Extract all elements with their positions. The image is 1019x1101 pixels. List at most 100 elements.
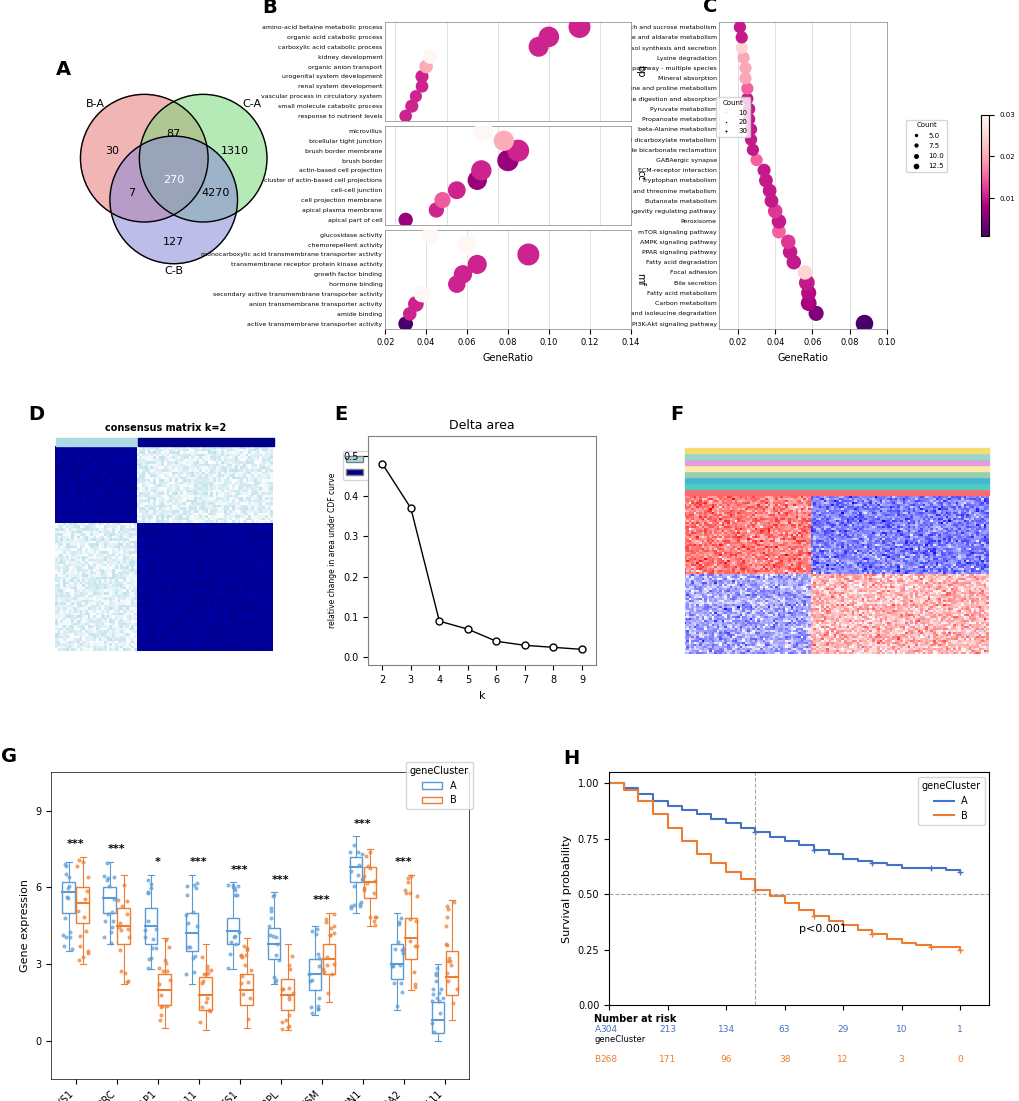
Point <box>342 900 359 917</box>
Point <box>408 913 424 930</box>
Point <box>383 957 399 974</box>
Point <box>64 940 81 958</box>
Point <box>177 966 194 983</box>
Point <box>225 928 242 946</box>
B <box>807 909 819 923</box>
A <box>837 852 849 865</box>
Point <box>185 876 202 894</box>
Point <box>404 97 420 115</box>
Point <box>438 963 454 981</box>
FancyBboxPatch shape <box>322 944 334 974</box>
Point <box>325 924 341 941</box>
Point <box>408 87 424 105</box>
Point <box>145 930 161 948</box>
Point <box>227 935 244 952</box>
A <box>821 848 834 861</box>
Point <box>198 993 214 1011</box>
Point <box>60 879 76 896</box>
Bar <box>138 438 273 446</box>
Text: ***: *** <box>313 895 330 905</box>
A <box>676 804 688 817</box>
Point <box>342 843 359 861</box>
B <box>880 931 893 945</box>
Point <box>56 909 72 927</box>
Point <box>195 972 211 990</box>
Point <box>742 120 758 138</box>
Point <box>266 886 282 904</box>
Point <box>757 172 773 189</box>
Point <box>225 879 242 896</box>
Point <box>137 928 153 946</box>
Point <box>100 905 116 923</box>
Point <box>798 274 814 292</box>
A <box>924 861 936 874</box>
Point <box>318 913 334 930</box>
Point <box>196 964 212 982</box>
Point <box>111 918 127 936</box>
B <box>646 808 658 821</box>
Point <box>112 914 128 931</box>
FancyBboxPatch shape <box>185 913 198 951</box>
Legend: 5.0, 7.5, 10.0, 12.5: 5.0, 7.5, 10.0, 12.5 <box>905 120 946 172</box>
Point <box>495 132 512 150</box>
Point <box>345 836 362 853</box>
Point <box>185 903 202 920</box>
Point <box>748 151 764 168</box>
Point <box>403 868 419 885</box>
Point <box>222 946 238 963</box>
Point <box>342 862 359 880</box>
A <box>851 854 863 868</box>
Point <box>422 47 438 65</box>
Point <box>401 305 418 323</box>
Point <box>197 966 213 983</box>
Point <box>189 874 205 892</box>
FancyBboxPatch shape <box>158 974 170 1005</box>
Point <box>97 912 113 929</box>
Point <box>148 920 164 938</box>
Text: *: * <box>155 857 160 866</box>
Point <box>345 896 362 914</box>
Text: p<0.001: p<0.001 <box>799 924 847 934</box>
FancyBboxPatch shape <box>309 959 321 990</box>
Point <box>425 985 441 1003</box>
FancyBboxPatch shape <box>363 866 375 897</box>
Point <box>409 887 425 905</box>
Point <box>151 975 167 993</box>
Text: 87: 87 <box>166 129 180 139</box>
Title: consensus matrix k=2: consensus matrix k=2 <box>104 424 225 434</box>
Point <box>119 906 136 924</box>
Point <box>430 992 446 1010</box>
Point <box>119 973 136 991</box>
B <box>676 835 688 848</box>
Point <box>232 948 249 966</box>
Point <box>264 927 280 945</box>
A <box>777 835 790 848</box>
Text: 3: 3 <box>898 1056 904 1065</box>
Point <box>184 949 201 967</box>
FancyBboxPatch shape <box>267 928 279 959</box>
A <box>719 817 732 830</box>
Bar <box>685 459 988 465</box>
Point <box>397 107 414 124</box>
B <box>821 914 834 927</box>
Point <box>356 868 372 885</box>
FancyBboxPatch shape <box>103 887 116 913</box>
Text: B-A: B-A <box>86 99 105 109</box>
Point <box>224 876 240 894</box>
Point <box>390 915 407 933</box>
X-axis label: GeneRatio: GeneRatio <box>482 353 533 363</box>
Text: B: B <box>594 1056 600 1065</box>
Point <box>233 948 250 966</box>
Point <box>423 1014 439 1032</box>
Point <box>137 920 153 938</box>
Point <box>58 865 74 883</box>
Point <box>731 19 747 36</box>
Point <box>179 915 196 933</box>
Text: 268: 268 <box>600 1056 618 1065</box>
Point <box>354 846 370 863</box>
Point <box>473 162 489 179</box>
Point <box>236 957 253 974</box>
B <box>749 883 761 896</box>
Point <box>111 941 127 959</box>
Point <box>571 18 587 35</box>
